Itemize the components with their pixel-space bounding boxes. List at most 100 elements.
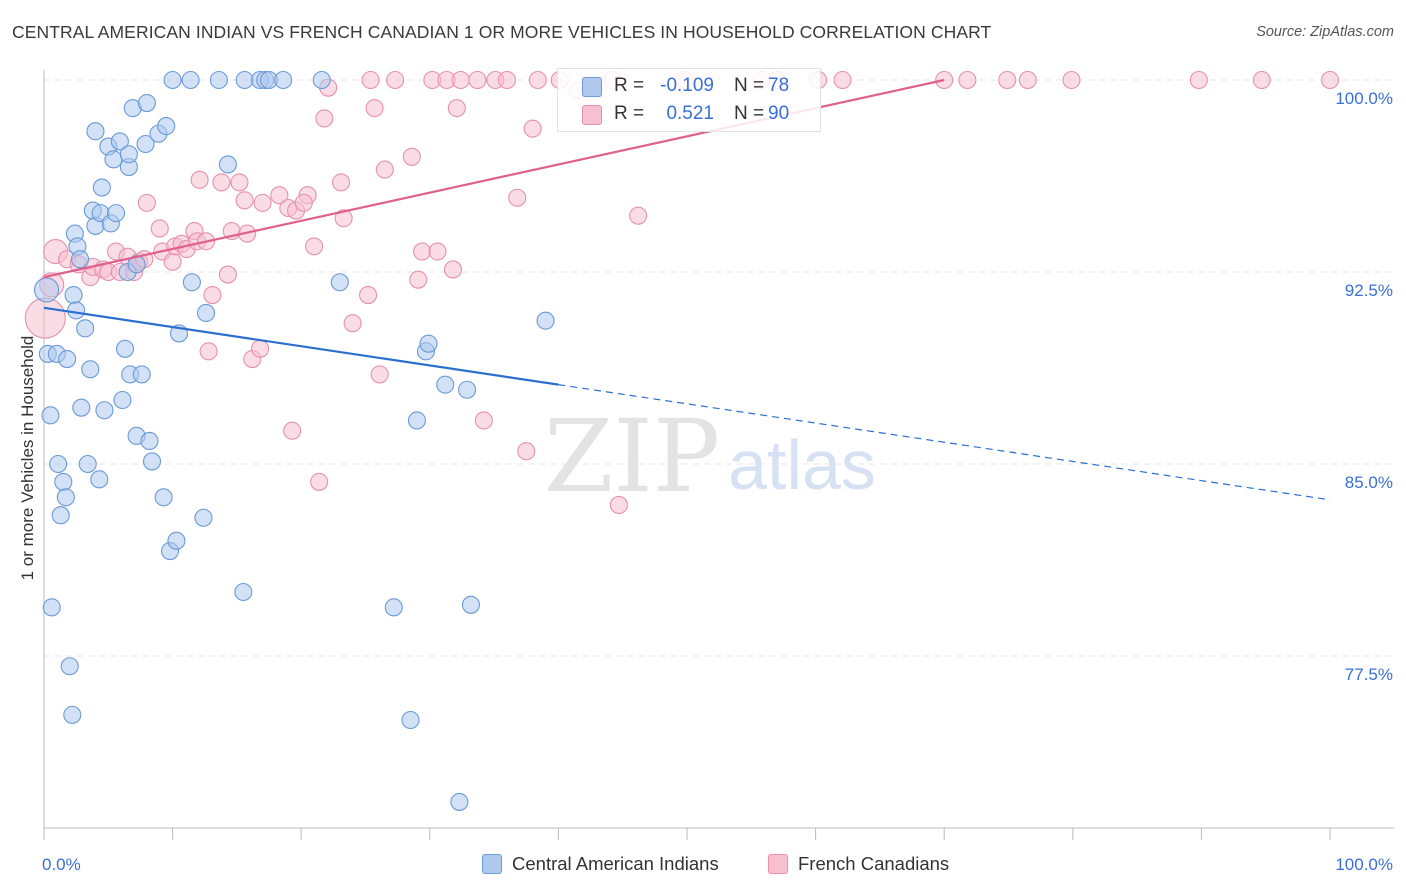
- french-canadians-point: [253, 193, 272, 212]
- french-canadians-point: [517, 442, 536, 461]
- central-american-indians-point: [113, 390, 132, 410]
- central-american-indians-point: [140, 431, 159, 451]
- legend-swatch-blue: [582, 77, 602, 97]
- bottom-legend-swatch-blue: [482, 854, 502, 874]
- central-american-indians-point: [58, 349, 77, 369]
- watermark-atlas: atlas: [728, 426, 876, 504]
- y-tick-label: 77.5%: [1345, 665, 1393, 684]
- central-american-indians-point: [312, 70, 331, 90]
- central-american-indians-point: [461, 595, 481, 614]
- trend-line-dashed: [558, 384, 1331, 501]
- french-canadians-point: [203, 285, 222, 305]
- french-canadians-point: [24, 297, 66, 339]
- central-american-indians-point: [54, 472, 73, 491]
- central-american-indians-point: [34, 277, 60, 303]
- central-american-indians-point: [42, 598, 61, 617]
- central-american-indians-point: [137, 93, 156, 113]
- legend-r-label: R =: [614, 75, 645, 96]
- legend-n-label: N =: [734, 75, 765, 96]
- central-american-indians-point: [56, 488, 75, 507]
- central-american-indians-point: [163, 70, 182, 90]
- central-american-indians-point: [181, 70, 200, 90]
- bottom-legend-label: French Canadians: [798, 853, 950, 874]
- french-canadians-point: [163, 252, 182, 271]
- central-american-indians-point: [115, 339, 135, 358]
- central-american-indians-point: [536, 311, 555, 330]
- central-american-indians-point: [49, 454, 68, 474]
- central-american-indians-point: [209, 70, 228, 90]
- central-american-indians-point: [407, 411, 426, 430]
- french-canadians-point: [1252, 70, 1271, 90]
- gridlines: [44, 79, 1394, 657]
- french-canadians-point: [294, 193, 313, 212]
- french-canadians-point: [361, 70, 380, 90]
- central-american-indians-point: [196, 303, 216, 323]
- french-canadians-point: [1062, 70, 1081, 90]
- watermark-zip: ZIP: [544, 398, 720, 515]
- french-canadians-point: [365, 99, 384, 118]
- french-canadians-point: [190, 170, 209, 189]
- bottom-legend-label: Central American Indians: [512, 853, 719, 874]
- central-american-indians-point: [72, 398, 91, 417]
- central-american-indians-point: [60, 657, 79, 676]
- french-canadians-point: [428, 242, 447, 261]
- central-american-indians-point: [401, 710, 420, 730]
- central-american-indians-point: [194, 508, 213, 527]
- central-american-indians-point: [76, 319, 95, 338]
- central-american-indians-point: [70, 250, 90, 269]
- french-canadians-point: [235, 191, 254, 210]
- french-canadians-point: [474, 411, 493, 430]
- central-american-indians-point: [419, 334, 438, 353]
- french-canadians-point: [528, 70, 547, 90]
- central-american-indians-point: [235, 70, 254, 90]
- french-canadians-point: [402, 147, 421, 166]
- french-canadians-point: [250, 339, 270, 358]
- french-canadians-point: [230, 173, 249, 192]
- legend-r-label: R =: [614, 103, 645, 124]
- central-american-indians-point: [86, 122, 105, 141]
- chart-title: CENTRAL AMERICAN INDIAN VS FRENCH CANADI…: [12, 22, 992, 42]
- central-american-indians-points: [34, 70, 555, 811]
- french-canadians-point: [833, 70, 852, 90]
- legend-row-french-canadians: R = 0.521 N = 90: [558, 100, 820, 128]
- y-tick-label: 92.5%: [1345, 281, 1393, 300]
- legend-swatch-pink: [582, 105, 602, 125]
- central-american-indians-point: [458, 380, 477, 399]
- french-canadians-point: [1320, 70, 1340, 90]
- french-canadians-point: [468, 70, 487, 90]
- legend-r-value: 0.521: [666, 103, 714, 124]
- central-american-indians-point: [218, 155, 237, 174]
- legend-n-label: N =: [734, 103, 765, 124]
- y-tick-label: 85.0%: [1345, 473, 1393, 492]
- french-canadians-point: [212, 173, 231, 192]
- central-american-indians-point: [63, 705, 82, 724]
- french-canadians-point: [1018, 70, 1037, 90]
- trend-line-solid: [43, 306, 559, 386]
- french-canadians-point: [199, 342, 218, 361]
- french-canadians-point: [310, 472, 329, 491]
- french-canadians-point: [375, 160, 394, 179]
- french-canadians-point: [508, 188, 527, 207]
- central-american-indians-point: [106, 204, 126, 223]
- central-american-indians-point: [104, 150, 123, 169]
- bottom-legend-swatch-pink: [768, 854, 788, 874]
- french-canadians-point: [305, 237, 324, 256]
- french-canadians-point: [958, 70, 977, 90]
- central-american-indians-point: [41, 406, 60, 425]
- french-canadians-point: [413, 242, 432, 261]
- central-american-indians-point: [274, 70, 293, 90]
- central-american-indians-point: [119, 145, 138, 164]
- central-american-indians-point: [234, 582, 253, 602]
- french-canadians-point: [386, 70, 405, 90]
- central-american-indians-point: [95, 401, 114, 420]
- x-tick-label: 0.0%: [42, 855, 81, 874]
- central-american-indians-point: [142, 452, 162, 471]
- central-american-indians-point: [154, 488, 173, 507]
- french-canadians-point: [523, 119, 542, 138]
- legend-row-central-american-indians: R = -0.109 N = 78: [558, 72, 820, 100]
- french-canadians-point: [497, 70, 517, 90]
- central-american-indians-point: [182, 273, 201, 292]
- central-american-indians-point: [167, 531, 186, 550]
- tick-labels: 100.0% 92.5% 85.0% 77.5% 0.0% 100.0%: [42, 89, 1393, 874]
- french-canadians-point: [629, 206, 648, 225]
